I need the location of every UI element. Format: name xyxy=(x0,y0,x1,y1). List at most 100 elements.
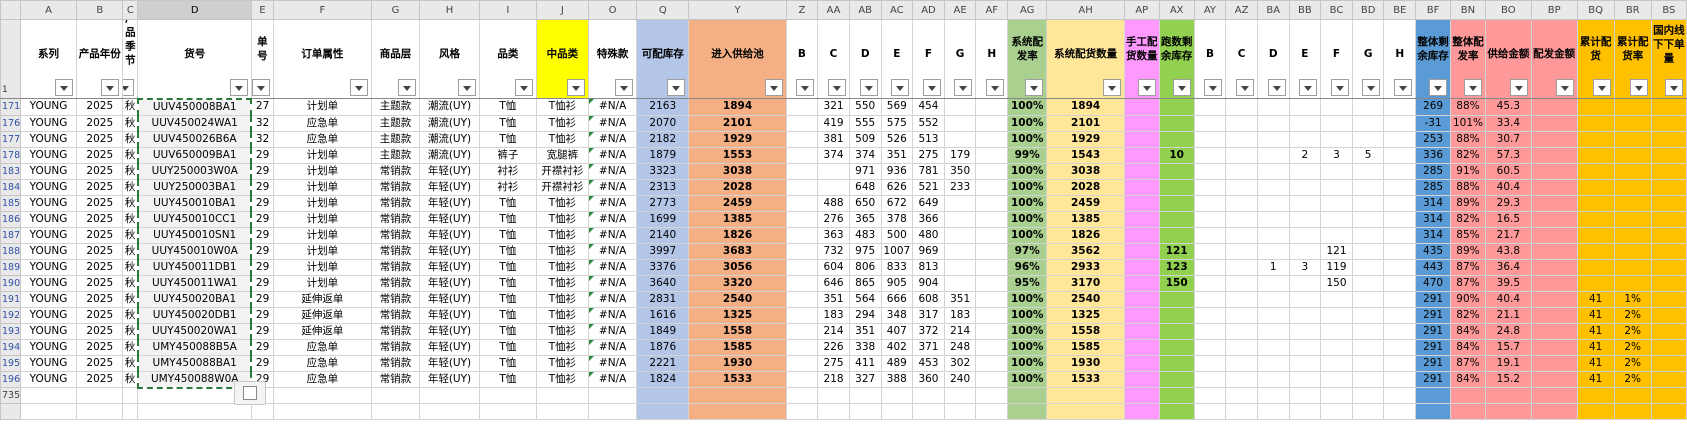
cell-ab[interactable]: 806 xyxy=(848,258,882,276)
empty-cell[interactable] xyxy=(370,403,420,420)
empty-cell[interactable] xyxy=(817,403,850,420)
cell-y[interactable]: 1553 xyxy=(688,146,787,164)
cell-ap[interactable] xyxy=(1123,210,1160,228)
cell-ae[interactable] xyxy=(943,114,977,132)
empty-cell[interactable] xyxy=(1613,403,1652,420)
table-row[interactable]: 171 YOUNG 2025 秋 UUV450008BA1 27 计划单 主题款 潮流(UY) T… xyxy=(0,97,1687,116)
cell-ah[interactable]: 1894 xyxy=(1046,98,1125,116)
cell-a[interactable]: YOUNG xyxy=(19,146,78,164)
cell-ah[interactable]: 2540 xyxy=(1046,290,1125,308)
select-all-corner[interactable] xyxy=(0,0,21,20)
cell-q[interactable]: 2773 xyxy=(636,194,690,212)
cell-a[interactable]: YOUNG xyxy=(19,354,78,372)
cell-bd[interactable] xyxy=(1351,210,1385,228)
cell-af[interactable] xyxy=(975,274,1009,292)
cell-d[interactable]: UUV450026B6A xyxy=(136,130,253,148)
column-letter-ac[interactable]: AC xyxy=(880,0,914,20)
cell-ax[interactable] xyxy=(1158,130,1195,148)
cell-z[interactable] xyxy=(785,178,819,196)
cell-ax[interactable] xyxy=(1158,354,1195,372)
cell-bb[interactable] xyxy=(1288,162,1322,180)
filter-dropdown-icon[interactable] xyxy=(1463,79,1482,96)
cell-d[interactable]: UUV650009BA1 xyxy=(136,146,253,164)
cell-br[interactable] xyxy=(1613,130,1652,148)
cell-h[interactable]: 年轻(UY) xyxy=(418,226,480,244)
empty-cell[interactable] xyxy=(1613,387,1652,404)
cell-g[interactable]: 常销款 xyxy=(370,274,420,292)
cell-y[interactable]: 3038 xyxy=(688,162,787,180)
cell-af[interactable] xyxy=(975,370,1009,388)
cell-ad[interactable]: 454 xyxy=(912,98,945,116)
cell-bq[interactable]: 41 xyxy=(1576,354,1615,372)
cell-ba[interactable] xyxy=(1256,114,1290,132)
cell-c[interactable]: 秋 xyxy=(122,274,139,292)
cell-ap[interactable] xyxy=(1123,290,1160,308)
cell-b[interactable]: 2025 xyxy=(76,258,124,276)
cell-br[interactable] xyxy=(1613,178,1652,196)
column-letter-bd[interactable]: BD xyxy=(1351,0,1385,20)
cell-ae[interactable]: 351 xyxy=(943,290,977,308)
empty-cell[interactable] xyxy=(1193,403,1227,420)
cell-ag[interactable]: 100% xyxy=(1007,338,1048,356)
cell-be[interactable] xyxy=(1383,306,1417,324)
cell-bn[interactable]: 91% xyxy=(1450,162,1486,180)
cell-ap[interactable] xyxy=(1123,354,1160,372)
cell-ax[interactable] xyxy=(1158,322,1195,340)
cell-q[interactable]: 3323 xyxy=(636,162,690,180)
cell-q[interactable]: 3640 xyxy=(636,274,690,292)
cell-j[interactable]: T恤衫 xyxy=(535,114,590,132)
cell-aa[interactable]: 646 xyxy=(817,274,850,292)
cell-bo[interactable]: 21.1 xyxy=(1484,306,1532,324)
cell-q[interactable]: 1879 xyxy=(636,146,690,164)
cell-ac[interactable]: 936 xyxy=(880,162,914,180)
cell-bf[interactable]: 314 xyxy=(1415,226,1452,244)
column-letter-az[interactable]: AZ xyxy=(1225,0,1258,20)
cell-aa[interactable]: 381 xyxy=(817,130,850,148)
cell-af[interactable] xyxy=(975,210,1009,228)
header-cell-y[interactable]: 进入供给池 xyxy=(688,19,787,99)
cell-i[interactable]: T恤 xyxy=(478,338,537,356)
cell-ab[interactable]: 509 xyxy=(848,130,882,148)
cell-b[interactable]: 2025 xyxy=(76,354,124,372)
empty-cell[interactable] xyxy=(1225,387,1258,404)
cell-ab[interactable]: 374 xyxy=(848,146,882,164)
column-letter-bp[interactable]: BP xyxy=(1530,0,1578,20)
cell-bp[interactable] xyxy=(1530,338,1578,356)
column-letter-h[interactable]: H xyxy=(418,0,480,20)
cell-o[interactable]: #N/A xyxy=(588,290,638,308)
column-letter-bc[interactable]: BC xyxy=(1320,0,1353,20)
cell-ay[interactable] xyxy=(1193,322,1227,340)
cell-o[interactable]: #N/A xyxy=(588,370,638,388)
cell-d[interactable]: UMY450088W0A xyxy=(136,370,253,389)
cell-bs[interactable] xyxy=(1650,130,1687,148)
empty-cell[interactable] xyxy=(478,403,537,420)
cell-bo[interactable]: 21.7 xyxy=(1484,226,1532,244)
cell-q[interactable]: 1824 xyxy=(636,370,690,388)
cell-ap[interactable] xyxy=(1123,258,1160,276)
cell-y[interactable]: 1385 xyxy=(688,210,787,228)
cell-az[interactable] xyxy=(1225,226,1258,244)
header-cell-bc[interactable]: F xyxy=(1320,19,1353,99)
cell-d[interactable]: UUV450008BA1 xyxy=(136,97,253,116)
column-letter-d[interactable]: D xyxy=(137,0,252,20)
cell-g[interactable]: 常销款 xyxy=(370,322,420,340)
cell-af[interactable] xyxy=(975,98,1009,116)
cell-bo[interactable]: 40.4 xyxy=(1484,290,1532,308)
cell-bs[interactable] xyxy=(1650,258,1687,276)
cell-ap[interactable] xyxy=(1123,98,1160,116)
cell-i[interactable]: T恤 xyxy=(478,370,537,388)
cell-bo[interactable]: 19.1 xyxy=(1484,354,1532,372)
cell-be[interactable] xyxy=(1383,322,1417,340)
column-letter-bf[interactable]: BF xyxy=(1415,0,1452,20)
header-cell-bp[interactable]: 配发金额 xyxy=(1530,19,1578,99)
cell-z[interactable] xyxy=(785,322,819,340)
cell-g[interactable]: 常销款 xyxy=(370,194,420,212)
cell-d[interactable]: UUY450010SN1 xyxy=(136,226,253,244)
cell-bd[interactable] xyxy=(1351,194,1385,212)
cell-c[interactable]: 秋 xyxy=(122,114,139,132)
cell-ax[interactable] xyxy=(1158,114,1195,132)
cell-e[interactable]: 29 xyxy=(250,338,274,356)
cell-bp[interactable] xyxy=(1530,370,1578,388)
cell-bb[interactable] xyxy=(1288,338,1322,356)
cell-bn[interactable]: 85% xyxy=(1450,226,1486,244)
